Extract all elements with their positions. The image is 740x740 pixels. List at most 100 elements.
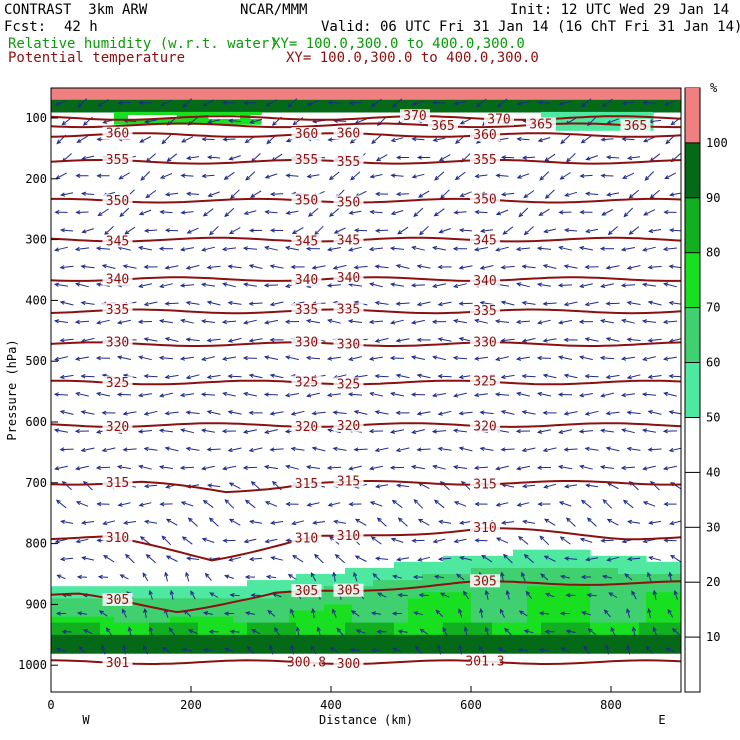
rh-cell (212, 88, 220, 95)
wind-head (353, 571, 358, 577)
wind-shaft (453, 357, 468, 360)
wind-head (263, 283, 269, 288)
wind-vector (224, 207, 235, 218)
wind-vector (124, 553, 135, 564)
wind-head (329, 212, 334, 217)
rh-cell (485, 622, 493, 630)
wind-head (453, 393, 459, 398)
wind-shaft (290, 609, 295, 618)
theta-label: 360 (337, 126, 360, 141)
rh-cell (464, 88, 472, 95)
wind-vector (349, 647, 361, 653)
wind-head (458, 446, 464, 451)
wind-vector (600, 538, 614, 543)
wind-shaft (181, 319, 194, 324)
wind-vector (305, 465, 320, 470)
rh-cell (387, 574, 395, 581)
wind-head (228, 557, 234, 562)
wind-shaft (433, 538, 446, 543)
wind-shaft (565, 191, 578, 197)
wind-vector (540, 573, 549, 581)
rh-cell (114, 640, 122, 648)
rh-cell (219, 592, 227, 599)
wind-shaft (522, 447, 536, 452)
wind-shaft (417, 374, 431, 379)
wind-head (348, 501, 354, 507)
wind-head (353, 447, 359, 452)
wind-head (536, 355, 542, 361)
theta-label: 350 (106, 194, 129, 209)
wind-head (605, 337, 611, 342)
rh-cell (93, 640, 101, 648)
rh-cell (450, 622, 458, 630)
wind-vector (599, 318, 614, 324)
wind-vector (565, 153, 576, 163)
wind-vector (229, 629, 240, 634)
wind-shaft (397, 226, 409, 235)
wind-shaft (60, 301, 74, 306)
rh-cell (520, 616, 528, 624)
rh-cell (429, 604, 437, 612)
wind-shaft (186, 447, 200, 451)
wind-vector (416, 301, 431, 307)
rh-cell (541, 634, 549, 642)
wind-vector (159, 501, 173, 507)
wind-head (164, 337, 170, 342)
rh-cell (457, 567, 465, 575)
wind-vector (557, 464, 572, 470)
rh-cell (247, 105, 255, 113)
rh-cell (513, 616, 521, 624)
wind-vector (55, 647, 67, 652)
rh-cell (569, 640, 577, 648)
rh-cell (310, 616, 318, 624)
rh-cell (149, 622, 157, 630)
rh-cell (457, 93, 465, 101)
wind-vector (179, 283, 195, 288)
wind-vector (326, 465, 342, 470)
rh-cell (226, 622, 234, 630)
rh-cell (261, 616, 269, 624)
theta-label-bg (470, 335, 500, 349)
wind-shaft (648, 301, 662, 306)
wind-shaft (629, 189, 640, 199)
rh-cell (149, 592, 157, 599)
wind-head (521, 447, 527, 453)
wind-shaft (119, 172, 130, 180)
rh-cell (352, 105, 360, 113)
wind-shaft (76, 356, 89, 360)
rh-cell (359, 610, 367, 618)
wind-head (525, 590, 531, 596)
wind-vector (350, 171, 361, 181)
wind-shaft (123, 411, 137, 415)
wind-shaft (245, 612, 256, 615)
rh-cell (275, 105, 283, 113)
wind-head (164, 192, 171, 197)
wind-shaft (497, 98, 508, 108)
wind-vector (138, 100, 152, 105)
rh-cell (646, 598, 654, 605)
rh-cell (639, 592, 647, 599)
wind-shaft (82, 521, 95, 524)
wind-head (54, 466, 60, 471)
wind-head (374, 338, 380, 343)
wind-vector (285, 355, 299, 361)
wind-vector (264, 209, 278, 215)
wind-head (504, 627, 509, 633)
wind-vector (558, 245, 572, 251)
rh-cell (394, 598, 402, 605)
wind-vector (439, 592, 450, 598)
wind-vector (475, 98, 487, 108)
wind-head (224, 212, 230, 218)
wind-head (605, 644, 610, 650)
rh-cell (667, 586, 675, 593)
wind-vector (516, 101, 530, 106)
rh-cell (555, 640, 563, 648)
rh-cell (156, 604, 164, 612)
wind-head (263, 392, 269, 397)
wind-shaft (312, 265, 326, 269)
wind-shaft (312, 609, 315, 619)
wind-shaft (223, 138, 236, 141)
wind-shaft (454, 538, 467, 543)
rh-cell (247, 640, 255, 648)
rh-cell (72, 628, 80, 636)
